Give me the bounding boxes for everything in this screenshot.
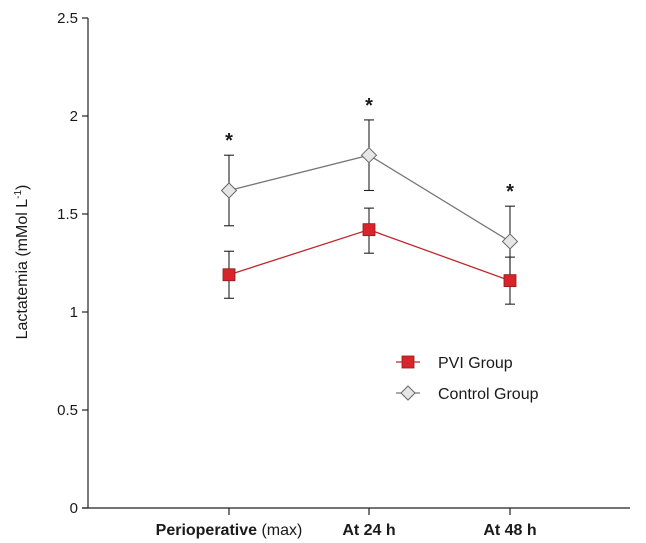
- x-tick-label: Perioperative (max): [156, 522, 303, 539]
- x-tick-label-qualifier: (max): [257, 522, 302, 539]
- y-axis: 0 0.5 1 1.5 2 2.5: [57, 10, 89, 517]
- y-tick-label: 2.5: [57, 10, 78, 27]
- data-point-diamond: [220, 182, 238, 199]
- y-tick-label: 0.5: [57, 402, 78, 419]
- significance-star: *: [365, 95, 373, 117]
- significance-star: *: [225, 130, 233, 152]
- series-layer: * * *: [220, 95, 519, 305]
- legend: PVI Group Control Group: [396, 355, 539, 403]
- y-tick-label: 0: [70, 500, 78, 517]
- y-axis-label-group: Lactatemia (mMol L-1): [13, 185, 31, 340]
- legend-label: Control Group: [438, 386, 539, 403]
- legend-marker-diamond: [400, 385, 416, 401]
- significance-star: *: [506, 181, 514, 203]
- y-axis-label: Lactatemia (mMol L-1): [13, 185, 31, 340]
- x-tick-label: At 48 h: [483, 522, 536, 539]
- legend-label: PVI Group: [438, 355, 513, 372]
- data-point-square: [222, 268, 236, 282]
- x-tick-label-main: At 24 h: [342, 522, 395, 539]
- x-tick-label: At 24 h: [342, 522, 395, 539]
- data-point-diamond: [501, 233, 519, 250]
- data-point-square: [503, 274, 517, 288]
- data-point-square: [362, 223, 376, 237]
- data-point-diamond: [360, 146, 378, 164]
- x-tick-label-main: At 48 h: [483, 522, 536, 539]
- y-tick-label: 1: [70, 304, 78, 321]
- y-tick-label: 1.5: [57, 206, 78, 223]
- x-tick-label-main: Perioperative: [156, 522, 257, 539]
- x-axis: Perioperative (max) At 24 h At 48 h: [82, 507, 630, 539]
- legend-marker-square: [401, 355, 415, 369]
- y-tick-label: 2: [70, 108, 78, 125]
